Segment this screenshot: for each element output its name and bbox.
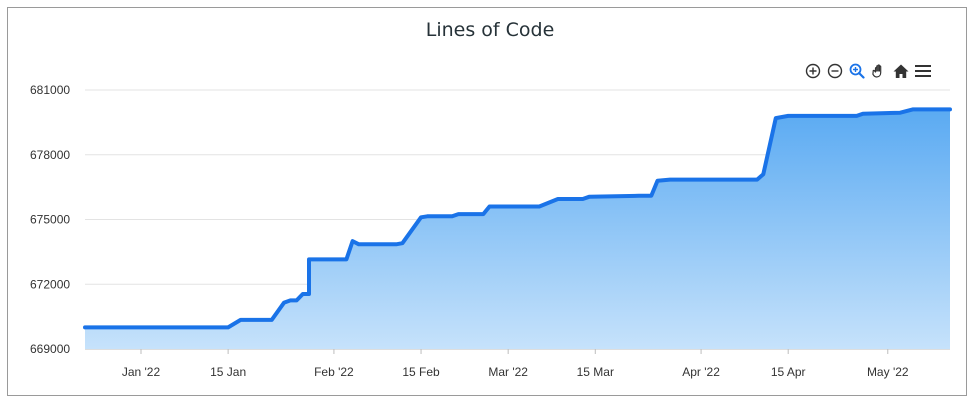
y-tick-label: 672000 [30, 277, 70, 291]
y-tick-label: 669000 [30, 342, 70, 356]
selection-zoom-icon[interactable] [848, 62, 866, 80]
x-tick-label: Mar '22 [488, 365, 528, 379]
x-tick-label: Apr '22 [682, 365, 720, 379]
series-area [85, 109, 950, 350]
reset-home-icon[interactable] [892, 62, 910, 80]
y-axis: 681000 678000 675000 672000 669000 [30, 83, 70, 356]
y-tick-label: 678000 [30, 148, 70, 162]
zoom-out-icon[interactable] [826, 62, 844, 80]
x-tick-label: May '22 [867, 365, 909, 379]
x-tick-label: 15 Jan [210, 365, 246, 379]
pan-hand-icon[interactable] [870, 62, 888, 80]
x-tick-label: Jan '22 [122, 365, 161, 379]
y-tick-label: 675000 [30, 213, 70, 227]
x-axis: Jan '22 15 Jan Feb '22 15 Feb Mar '22 15 Mar A… [122, 349, 909, 379]
series-line [83, 107, 952, 330]
x-tick-label: 15 Feb [402, 365, 440, 379]
zoom-in-icon[interactable] [804, 62, 822, 80]
x-tick-label: 15 Apr [771, 365, 806, 379]
y-tick-label: 681000 [30, 83, 70, 97]
x-tick-label: Feb '22 [314, 365, 354, 379]
chart-title: Lines of Code [425, 19, 555, 41]
x-tick-label: 15 Mar [577, 365, 614, 379]
menu-icon[interactable] [914, 62, 932, 80]
chart-toolbar [804, 62, 932, 80]
